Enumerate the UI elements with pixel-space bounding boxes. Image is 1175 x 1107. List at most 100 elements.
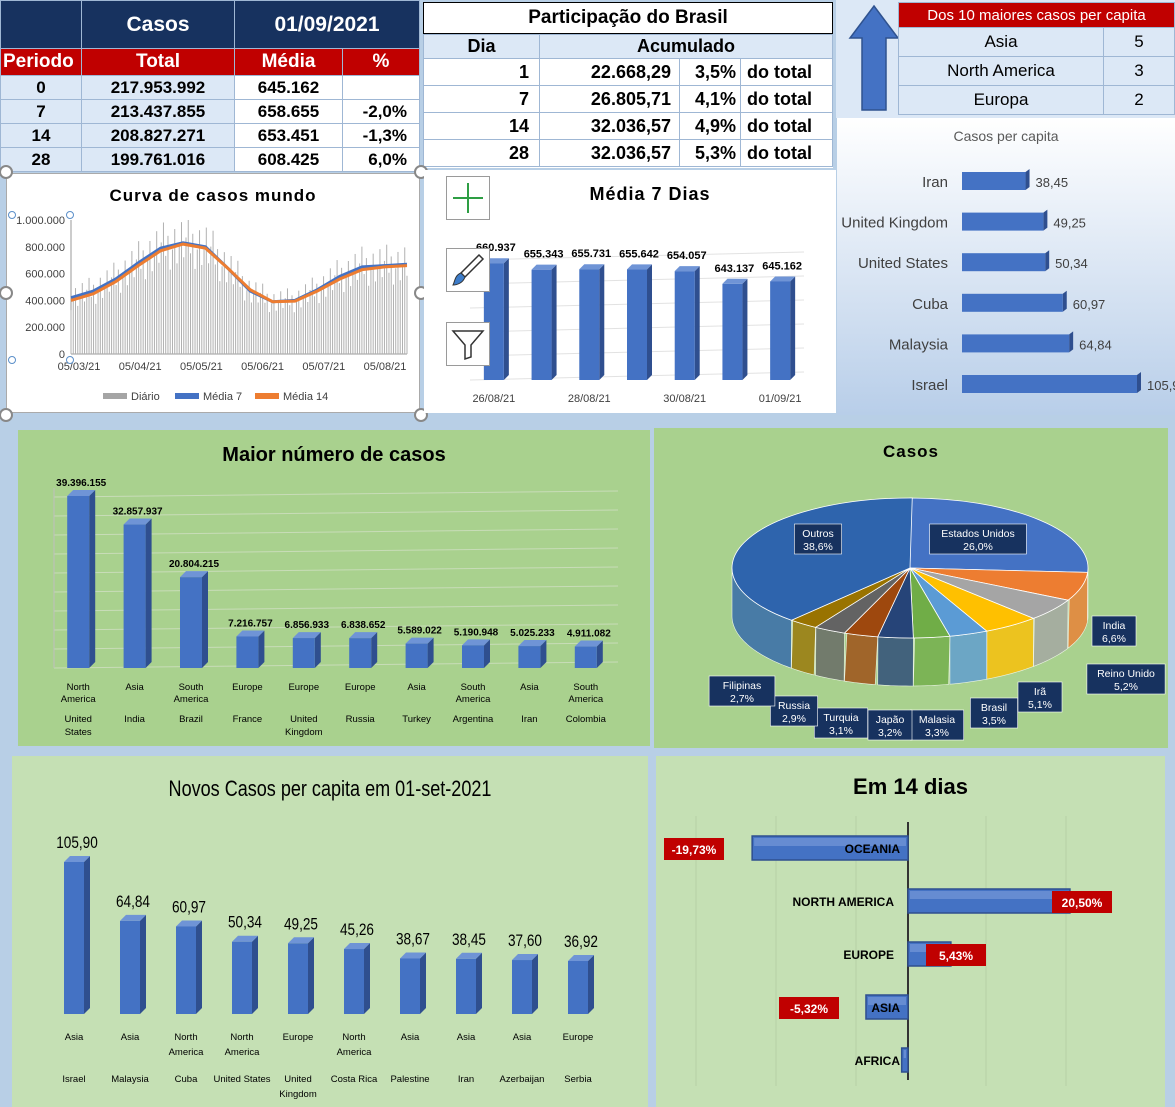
category-label: Cuba (912, 296, 949, 313)
category-label: Russia (346, 714, 376, 725)
top10-region: Asia (898, 27, 1104, 57)
value-label: 5,43% (939, 949, 973, 963)
resize-handle-tl[interactable] (0, 165, 13, 179)
data-label: 6.856.933 (285, 620, 330, 631)
value-label-box (664, 838, 724, 860)
pie-label-name: Outros (802, 528, 834, 540)
bar (579, 264, 605, 380)
pie-label-value: 5,1% (1028, 699, 1052, 711)
category-label: EUROPE (843, 948, 894, 962)
bar (962, 172, 1026, 190)
resize-handle-ml[interactable] (0, 286, 13, 300)
em14-chart[interactable]: Em 14 dias OCEANIA -19,73% NORTH AMERICA 20… (656, 756, 1165, 1107)
pie-label-box (929, 523, 1027, 555)
bar-side (1069, 331, 1074, 353)
chart-filters-funnel-icon[interactable] (446, 322, 490, 366)
bar-side (1137, 372, 1141, 393)
media-header: Média (234, 48, 343, 76)
region-label: America (169, 1047, 205, 1058)
pie-label-value: 3,5% (982, 715, 1006, 727)
data-label: 7.216.757 (228, 618, 273, 629)
bar-top (236, 630, 265, 637)
region-label: Asia (65, 1032, 84, 1043)
bar (292, 632, 321, 668)
bar (512, 954, 538, 1014)
pie-label-box (970, 697, 1018, 729)
y-tick-label: 400.000 (25, 295, 65, 307)
pct-cell (342, 75, 420, 100)
bar-side (742, 278, 748, 380)
bar-front (400, 958, 420, 1014)
resize-handle-bl[interactable] (0, 408, 13, 422)
axis-handle-top[interactable] (8, 211, 16, 219)
bar (64, 856, 90, 1014)
curva-chart[interactable]: Curva de casos mundo 1.000.000 800.000 600… (6, 173, 420, 413)
legend-label: Média 7 (203, 391, 242, 403)
bar (236, 630, 265, 668)
brasil-row: 1 22.668,29 3,5% do total (423, 58, 833, 86)
region-label: America (174, 694, 210, 705)
add-chart-element-icon[interactable] (446, 176, 490, 220)
region-label: America (61, 694, 97, 705)
bar (349, 632, 378, 668)
pie-side (949, 630, 988, 685)
pie-label-box (794, 523, 842, 555)
data-label: 105,90 (56, 834, 98, 853)
do-total-cell: do total (740, 85, 833, 113)
brasil-pct-cell: 3,5% (679, 58, 741, 86)
bar-top (120, 914, 146, 921)
top10-box: Dos 10 maiores casos per capita Asia 5 Nor… (836, 0, 1175, 118)
dia-cell: 28 (423, 139, 540, 167)
top10-region: North America (898, 56, 1104, 86)
data-label: 64,84 (1079, 337, 1112, 352)
gridline (53, 509, 619, 517)
bar-top (512, 954, 538, 961)
pie-label-box (1086, 663, 1166, 695)
chart-styles-brush-icon[interactable] (446, 248, 490, 292)
bar-top (176, 920, 202, 927)
data-label: 655.731 (571, 248, 611, 260)
region-label: Asia (401, 1032, 420, 1043)
bar-front (288, 943, 308, 1014)
data-label: 5.190.948 (454, 627, 499, 638)
pie-slice (731, 497, 913, 621)
data-label: 645.162 (762, 260, 802, 272)
bar-top (722, 278, 748, 284)
category-label: Cuba (175, 1074, 198, 1085)
legend-swatch (103, 393, 127, 399)
bar-front (64, 862, 84, 1014)
category-label: United (284, 1074, 311, 1085)
region-label: Asia (121, 1032, 140, 1043)
x-tick-label: 05/03/21 (58, 361, 101, 373)
category-label: Kingdom (279, 1089, 317, 1100)
x-tick-label: 01/09/21 (759, 393, 802, 405)
novos-chart[interactable]: Novos Casos per capita em 01-set-2021 10… (12, 756, 648, 1107)
pie-label-name: Reino Unido (1097, 668, 1155, 680)
up-arrow-icon (848, 4, 900, 119)
periodo-cell: 0 (0, 75, 82, 100)
bar (180, 571, 208, 668)
bar-side (364, 943, 370, 1014)
maior-chart[interactable]: Maior número de casos 39.396.155 North Ame… (18, 430, 650, 746)
legend-label: Diário (131, 391, 160, 403)
x-tick-label: 28/08/21 (568, 393, 611, 405)
bar-side (551, 264, 557, 380)
media7-title: Média 7 Dias (589, 184, 711, 204)
pie-chart[interactable]: Casos Estados Unidos 26,0% India 6,6% Reino … (654, 428, 1168, 748)
casos-row: 14 208.827.271 653.451 -1,3% (0, 123, 420, 148)
axis-handle-bottom[interactable] (8, 356, 16, 364)
data-label: 38,45 (1036, 175, 1069, 190)
bar-top (123, 518, 152, 525)
bar-highlight (903, 1050, 906, 1058)
bar-side (308, 937, 314, 1014)
percapita-chart[interactable]: Casos per capita Iran 38,45 United Kingdom… (837, 118, 1175, 415)
pie-label-name: Japão (876, 714, 905, 726)
axis-handle-top-right[interactable] (66, 211, 74, 219)
axis-handle-bottom-right[interactable] (66, 356, 74, 364)
region-label: Asia (125, 682, 144, 693)
media7-chart[interactable]: Média 7 Dias 660.937 655.343 655.731 655.64… (424, 170, 836, 413)
data-label: 5.589.022 (397, 626, 442, 637)
bar-front (627, 269, 647, 380)
